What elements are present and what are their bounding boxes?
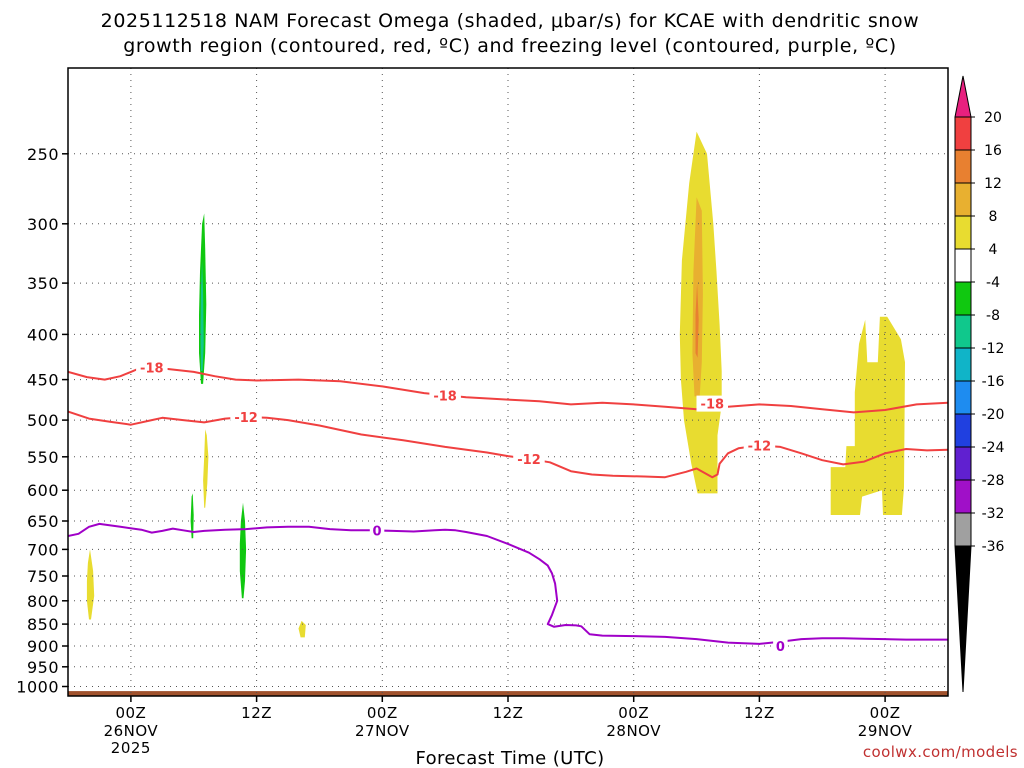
- y-tick-label: 800: [27, 592, 59, 611]
- colorbar-label: -28: [982, 473, 1005, 489]
- contour-label: -12: [517, 453, 541, 468]
- contour-label-bg: [429, 387, 461, 404]
- y-tick-label: 400: [27, 325, 59, 344]
- contour-label: -12: [234, 411, 258, 426]
- gridlines: [68, 68, 948, 696]
- x-tick-label: 12Z: [493, 704, 524, 722]
- omega-region-yellow-right: [830, 316, 905, 515]
- colorbar-bin: [954, 182, 972, 217]
- colorbar-bin: [954, 116, 972, 151]
- y-tick-label: 900: [27, 637, 59, 656]
- omega-colorbar: 20 16 12 8 4 -4 -8 -12 -16 -20 -24 -28 -32 -36: [954, 75, 1005, 693]
- colorbar-bin: [954, 347, 972, 382]
- contour-label: 0: [776, 640, 785, 655]
- y-tick-label: 850: [27, 615, 59, 634]
- credit-text: coolwx.com/models: [863, 743, 1018, 761]
- x-tick-date: 28NOV: [606, 722, 661, 740]
- contour-label: -18: [433, 390, 457, 405]
- colorbar-bin: [954, 380, 972, 415]
- y-tick-label: 750: [27, 567, 59, 586]
- x-tick-date: 27NOV: [355, 722, 410, 740]
- x-tick-label: 00Z: [367, 704, 398, 722]
- colorbar-bin: [954, 479, 972, 514]
- colorbar-label: -4: [986, 275, 1000, 291]
- x-tick-year: 2025: [111, 739, 151, 757]
- colorbar-top-arrow: [954, 75, 972, 118]
- colorbar-label: 8: [989, 209, 998, 225]
- y-tick-label: 650: [27, 512, 59, 531]
- omega-region-red-orange-center: [695, 283, 699, 358]
- omega-region-green-low1: [190, 493, 194, 539]
- y-tick-label: 600: [27, 481, 59, 500]
- omega-region-yellow-dot: [298, 620, 306, 638]
- y-tick-label: 450: [27, 371, 59, 390]
- colorbar-bin: [954, 248, 972, 283]
- y-tick-label: 700: [27, 540, 59, 559]
- contour-label: -12: [748, 439, 772, 454]
- colorbar-label: -16: [982, 374, 1005, 390]
- y-tick-label: 550: [27, 448, 59, 467]
- colorbar-label: -12: [982, 341, 1005, 357]
- contour-label: -18: [701, 398, 725, 413]
- colorbar-label: -32: [982, 506, 1005, 522]
- contour-layer: -18 -18 -18 -12 -12 -12 0 0: [68, 359, 948, 655]
- omega-region-green-low2: [239, 502, 247, 599]
- colorbar-bin: [954, 446, 972, 481]
- freezing-level-contour-0: [68, 522, 948, 645]
- colorbar-bin: [954, 149, 972, 184]
- colorbar-bin: [954, 512, 972, 547]
- ground-strip: [68, 691, 948, 696]
- y-tick-label: 1000: [16, 678, 59, 697]
- y-tick-label: 300: [27, 215, 59, 234]
- x-axis-label: Forecast Time (UTC): [416, 748, 605, 768]
- contour-label: 0: [372, 524, 381, 539]
- colorbar-bin: [954, 314, 972, 349]
- colorbar-bottom-arrow: [954, 545, 972, 693]
- x-tick-label: 12Z: [744, 704, 775, 722]
- colorbar-bin: [954, 281, 972, 316]
- omega-region-yellow-mid: [203, 429, 209, 508]
- contour-label-bg: [136, 359, 168, 376]
- x-tick-date: 29NOV: [858, 722, 913, 740]
- colorbar-label: 12: [984, 176, 1002, 192]
- contour-label-bg: [513, 450, 545, 467]
- x-tick-label: 00Z: [115, 704, 146, 722]
- colorbar-label: -8: [986, 308, 1000, 324]
- colorbar-label: -24: [982, 440, 1005, 456]
- colorbar-bin: [954, 215, 972, 250]
- snow-growth-contour--12: [68, 410, 948, 479]
- contour-label: -18: [140, 362, 164, 377]
- contour-label-bg: [696, 395, 728, 412]
- colorbar-label: 16: [984, 143, 1002, 159]
- chart-title-line-1: 2025112518 NAM Forecast Omega (shaded, μ…: [101, 10, 920, 32]
- y-tick-label: 250: [27, 145, 59, 164]
- y-axis-pressure: 250 300 350 400 450 500 550 600 650 700 750 800 850 9…: [16, 145, 68, 697]
- contour-label-bg: [369, 522, 385, 539]
- colorbar-label: 4: [989, 242, 998, 258]
- x-tick-label: 12Z: [241, 704, 272, 722]
- omega-shading-layer: [86, 131, 905, 638]
- colorbar-label: -36: [982, 539, 1005, 555]
- contour-label-bg: [743, 437, 776, 454]
- x-tick-date: 26NOV: [104, 722, 159, 740]
- y-tick-label: 500: [27, 411, 59, 430]
- chart-title-line-2: growth region (contoured, red, ºC) and f…: [123, 35, 897, 57]
- colorbar-bin: [954, 413, 972, 448]
- ground-terrain: [68, 691, 948, 696]
- omega-region-yellow-left: [86, 549, 95, 620]
- colorbar-label: -20: [982, 407, 1005, 423]
- colorbar-label: 20: [984, 110, 1002, 126]
- y-tick-label: 350: [27, 274, 59, 293]
- x-tick-label: 00Z: [618, 704, 649, 722]
- plot-frame: [67, 67, 949, 697]
- omega-region-teal-core: [200, 260, 204, 371]
- x-tick-label: 00Z: [870, 704, 901, 722]
- contour-label-bg: [773, 638, 788, 654]
- contour-label-bg: [230, 409, 262, 425]
- y-tick-label: 950: [27, 658, 59, 677]
